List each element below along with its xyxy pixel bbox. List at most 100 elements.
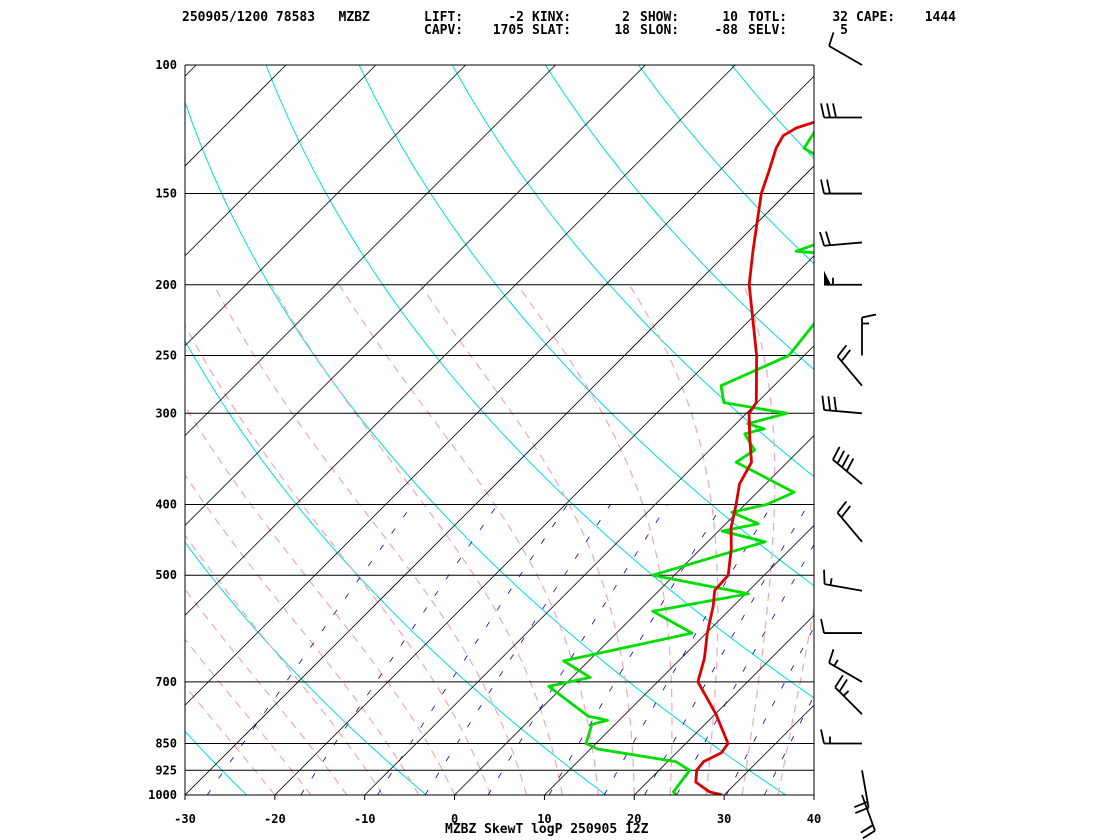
index-label: LIFT: [424, 10, 464, 25]
index-value: 32 [832, 10, 848, 25]
index-label: KINX: [532, 10, 572, 25]
index-selv-value: 5 [818, 23, 848, 38]
index-selv: SELV: [748, 23, 787, 38]
wind-barb-flag [826, 103, 831, 118]
isotherm-line [0, 65, 16, 795]
wind-barb-layer [819, 32, 877, 840]
index-totl-value: 32 [818, 10, 848, 25]
index-kinx-value: 2 [600, 10, 630, 25]
wind-barb-flag [845, 458, 855, 472]
isotherm-line [454, 435, 814, 795]
isotherm-line [0, 65, 106, 795]
temperature-profile [694, 120, 814, 795]
dry-adiabat-line [265, 65, 814, 699]
isotherm-line [185, 65, 736, 616]
wind-barb-shaft [832, 458, 863, 485]
wind-barb [820, 179, 862, 195]
index-lift-value: -2 [494, 10, 524, 25]
wind-barb-flag [862, 829, 876, 840]
wind-barb-flag [861, 313, 877, 319]
index-label: SHOW: [640, 10, 680, 25]
dry-adiabat-line [825, 65, 1120, 795]
dewpoint-profile [547, 130, 814, 795]
mixing-ratio-line [676, 543, 814, 795]
temperature-tick-label: 20 [627, 812, 641, 826]
wind-barb-flag [819, 231, 826, 246]
wind-barb [820, 618, 862, 634]
moist-adiabat-line [185, 405, 456, 795]
temperature-tick-label: 30 [717, 812, 731, 826]
sounding-datetime: 250905/1200 [182, 10, 269, 25]
index-kinx: KINX: [532, 10, 571, 25]
wind-barb [828, 32, 863, 66]
wind-barb-half-flag [842, 690, 850, 697]
pressure-tick-label: 1000 [148, 788, 177, 802]
pressure-tick-label: 500 [155, 568, 177, 582]
wind-barb-flag [827, 396, 832, 411]
dry-adiabat-line [731, 65, 814, 160]
index-label: SLAT: [532, 23, 572, 38]
wind-barb-shaft [836, 512, 863, 543]
wind-barb-flag [832, 446, 841, 461]
profile-layer [547, 120, 814, 795]
station-id: 78583 [275, 10, 316, 25]
wind-barb-flag [828, 32, 835, 47]
wind-barb-shaft [834, 686, 863, 715]
index-show: SHOW: [640, 10, 679, 25]
wind-barb-flag [836, 500, 848, 514]
moist-adiabat-line [185, 638, 312, 795]
mixing-ratio-line [206, 504, 413, 795]
wind-barb-shaft [861, 794, 876, 832]
mixing-ratio-line [424, 504, 611, 795]
index-lift: LIFT: [424, 10, 463, 25]
pressure-tick-label: 925 [155, 763, 177, 777]
wind-barb-half-flag [829, 578, 833, 586]
index-value: -2 [508, 10, 524, 25]
dry-adiabat-line [544, 65, 814, 371]
wind-barb-flag [820, 103, 825, 118]
wind-barb-shaft [824, 583, 863, 592]
wind-barb-shaft [828, 662, 863, 683]
isotherm-line [813, 794, 814, 795]
moist-adiabat-line [270, 284, 563, 795]
wind-barb-flag [832, 103, 837, 118]
index-value: 10 [722, 10, 738, 25]
index-cape: CAPE: [856, 10, 895, 25]
dry-adiabat-line [1011, 65, 1120, 795]
dry-adiabat-line [918, 65, 1120, 795]
index-label: SELV: [748, 23, 788, 38]
wind-barb-flag [841, 454, 850, 468]
wind-barb [836, 344, 863, 387]
temperature-tick-label: 40 [807, 812, 821, 826]
wind-barb-flag [860, 824, 874, 834]
pressure-tick-label: 250 [155, 348, 177, 362]
index-show-value: 10 [708, 10, 738, 25]
index-label: SLON: [640, 23, 680, 38]
wind-barb-half-flag [833, 659, 839, 667]
moist-adiabat-line [185, 588, 348, 795]
wind-barb [821, 395, 863, 415]
wind-barb-pennant [824, 270, 831, 285]
index-label: CAPE: [856, 10, 896, 25]
moist-adiabat-line [185, 323, 492, 795]
isotherm-line [544, 524, 814, 795]
moist-adiabat-line [338, 284, 599, 795]
wind-barb-flag [821, 395, 826, 411]
moist-adiabat-line [185, 534, 384, 795]
pressure-tick-label: 700 [155, 675, 177, 689]
isotherm-line [185, 65, 466, 347]
dry-adiabat-line [358, 65, 814, 587]
wind-barb [834, 674, 863, 715]
wind-barb-shaft [861, 770, 870, 808]
index-label: CAPV: [424, 23, 464, 38]
wind-barb-flag [825, 231, 831, 246]
moist-adiabat-line [777, 604, 814, 795]
wind-barb [860, 794, 876, 840]
pressure-tick-label: 400 [155, 498, 177, 512]
wind-barb [823, 569, 863, 592]
isotherm-line [364, 345, 814, 795]
moist-adiabat-line [517, 284, 673, 795]
index-value: 2 [622, 10, 630, 25]
mixing-ratio-line [487, 504, 668, 795]
wind-barb-flag [836, 344, 848, 358]
